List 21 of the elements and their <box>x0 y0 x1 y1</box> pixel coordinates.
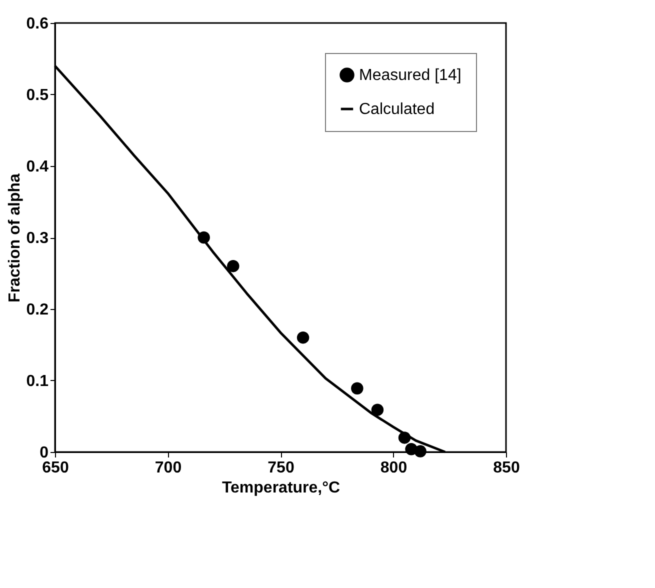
y-tick-label: 0.6 <box>26 16 49 32</box>
y-tick-label: 0.5 <box>26 87 49 104</box>
point <box>414 445 426 458</box>
x-tick-label: 850 <box>493 460 520 476</box>
point <box>371 404 384 416</box>
x-tick-label: 750 <box>268 460 294 476</box>
y-tick-label: 0.3 <box>26 230 49 247</box>
point <box>227 260 240 272</box>
y-tick-label: 0.1 <box>26 373 49 390</box>
y-tick-label: 0.2 <box>26 302 49 318</box>
point <box>296 331 310 344</box>
x-tick-label: 650 <box>42 460 69 476</box>
x-tick-label: 800 <box>380 460 408 476</box>
y-tick-label: 0.4 <box>26 158 49 176</box>
legend-label: Measured [14] <box>359 67 462 84</box>
point <box>351 382 364 394</box>
x-axis-title: Temperature,°C <box>222 480 341 496</box>
x-tick-label: 700 <box>154 460 182 476</box>
y-axis-title: Fraction of alpha <box>6 173 24 302</box>
legend-label: Calculated <box>359 101 435 118</box>
y-tick-label: 0 <box>40 444 49 462</box>
